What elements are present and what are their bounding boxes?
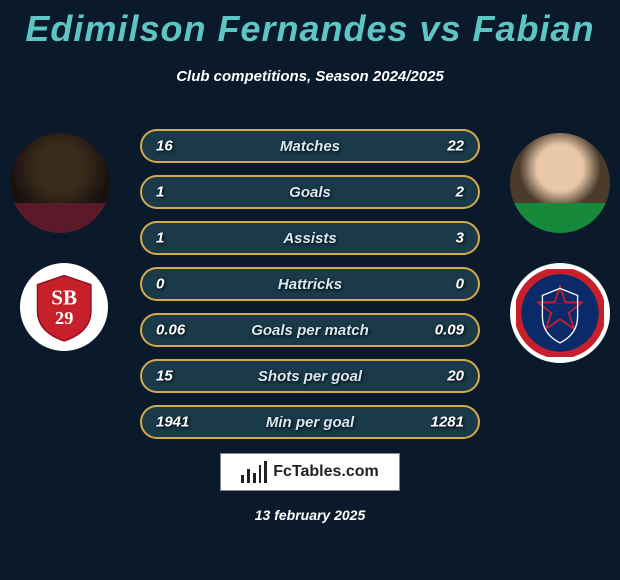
comparison-panel: SB 29 16 Matches 22 1 Goals 2 1 Assists 3 0 Hattri… (0, 115, 620, 439)
stat-left-value: 1 (156, 230, 164, 247)
stat-row: 1941 Min per goal 1281 (140, 405, 480, 439)
stat-label: Goals per match (251, 322, 369, 339)
player-right-avatar (510, 133, 610, 233)
player-left-avatar (10, 133, 110, 233)
stat-label: Matches (280, 138, 340, 155)
svg-text:SB: SB (51, 285, 77, 309)
logo-bars-icon (241, 461, 267, 483)
stat-right-value: 0 (456, 276, 464, 293)
stat-left-value: 0.06 (156, 322, 185, 339)
stat-left-value: 0 (156, 276, 164, 293)
stat-right-value: 1281 (431, 414, 464, 431)
stat-left-value: 1941 (156, 414, 189, 431)
svg-text:29: 29 (55, 308, 73, 328)
stat-rows: 16 Matches 22 1 Goals 2 1 Assists 3 0 Hattricks 0 0.… (140, 115, 480, 439)
stat-right-value: 20 (447, 368, 464, 385)
club-left-badge: SB 29 (20, 263, 108, 351)
stat-label: Min per goal (266, 414, 354, 431)
stat-row: 0 Hattricks 0 (140, 267, 480, 301)
stat-row: 15 Shots per goal 20 (140, 359, 480, 393)
subtitle: Club competitions, Season 2024/2025 (0, 68, 620, 85)
stat-label: Shots per goal (258, 368, 362, 385)
page-title: Edimilson Fernandes vs Fabian (0, 0, 620, 50)
stat-row: 0.06 Goals per match 0.09 (140, 313, 480, 347)
stat-right-value: 2 (456, 184, 464, 201)
stat-right-value: 3 (456, 230, 464, 247)
stat-left-value: 15 (156, 368, 173, 385)
stat-left-value: 16 (156, 138, 173, 155)
club-right-badge (510, 263, 610, 363)
site-logo: FcTables.com (220, 453, 400, 491)
stat-label: Assists (283, 230, 336, 247)
stat-row: 1 Goals 2 (140, 175, 480, 209)
stat-right-value: 22 (447, 138, 464, 155)
stat-left-value: 1 (156, 184, 164, 201)
stat-row: 16 Matches 22 (140, 129, 480, 163)
site-name: FcTables.com (273, 463, 379, 481)
stat-label: Hattricks (278, 276, 342, 293)
stat-label: Goals (289, 184, 331, 201)
stat-right-value: 0.09 (435, 322, 464, 339)
stat-row: 1 Assists 3 (140, 221, 480, 255)
date-label: 13 february 2025 (0, 507, 620, 523)
